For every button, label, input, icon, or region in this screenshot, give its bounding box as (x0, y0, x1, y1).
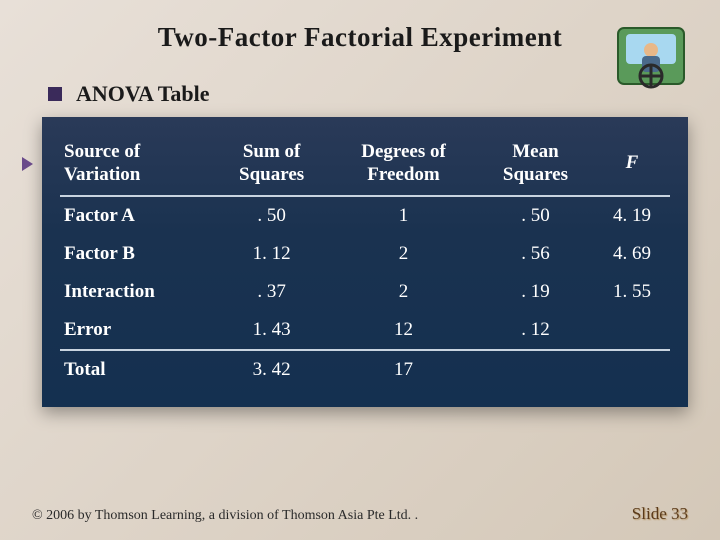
bullet-icon (48, 87, 62, 101)
anova-table: Source of Variation Sum of Squares Degre… (60, 133, 670, 389)
driver-clipart-icon (612, 20, 690, 92)
header-ms: Mean Squares (477, 133, 594, 196)
table-row: Interaction . 37 2 . 19 1. 55 (60, 273, 670, 311)
footer: © 2006 by Thomson Learning, a division o… (32, 504, 688, 524)
subtitle: ANOVA Table (76, 81, 209, 107)
header-f: F (594, 133, 670, 196)
header-df: Degrees of Freedom (330, 133, 477, 196)
table-header-row: Source of Variation Sum of Squares Degre… (60, 133, 670, 196)
table-row: Factor B 1. 12 2 . 56 4. 69 (60, 235, 670, 273)
arrow-marker-icon (22, 157, 33, 171)
copyright-text: © 2006 by Thomson Learning, a division o… (32, 508, 418, 524)
header-source: Source of Variation (60, 133, 213, 196)
anova-table-panel: Source of Variation Sum of Squares Degre… (42, 117, 688, 407)
table-row: Error 1. 43 12 . 12 (60, 311, 670, 350)
header-ss: Sum of Squares (213, 133, 330, 196)
slide-number: Slide 33 (632, 504, 688, 524)
table-body: Factor A . 50 1 . 50 4. 19 Factor B 1. 1… (60, 196, 670, 389)
table-total-row: Total 3. 42 17 (60, 350, 670, 389)
table-row: Factor A . 50 1 . 50 4. 19 (60, 196, 670, 235)
